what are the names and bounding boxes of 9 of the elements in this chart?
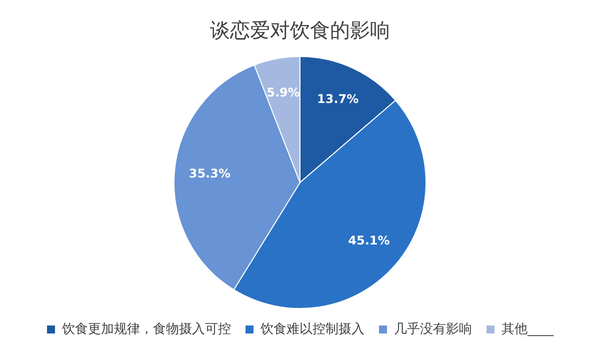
data-label: 35.3%: [188, 166, 230, 180]
legend-label: 饮食难以控制摄入: [260, 322, 364, 337]
legend-label: 饮食更加规律，食物摄入可控: [61, 322, 231, 337]
legend-label: 其他____: [502, 322, 554, 337]
data-label: 13.7%: [317, 92, 359, 106]
legend-label: 几乎没有影响: [394, 322, 472, 337]
data-label: 45.1%: [348, 234, 390, 248]
chart-title: 谈恋爱对饮食的影响: [210, 18, 390, 42]
data-label: 5.9%: [266, 85, 300, 100]
